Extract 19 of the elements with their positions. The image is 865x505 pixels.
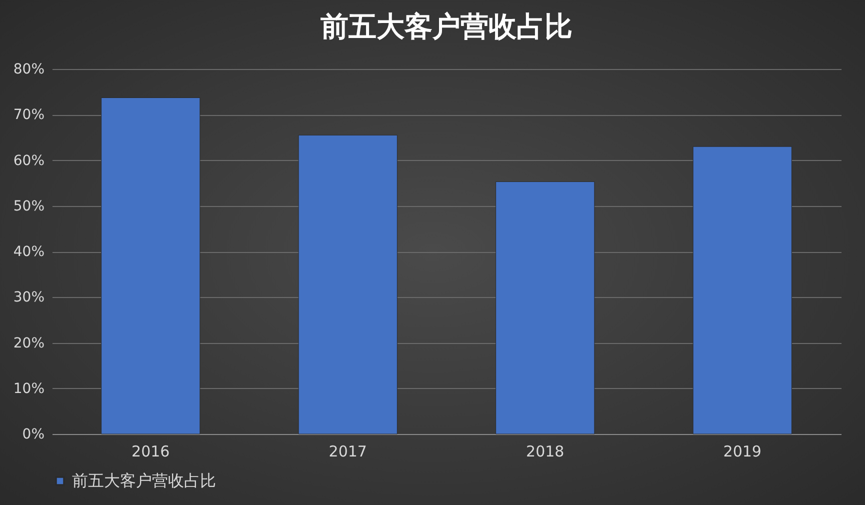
y-tick-label: 30% xyxy=(13,290,44,306)
bar xyxy=(101,97,200,434)
x-tick-label: 2017 xyxy=(328,442,367,460)
x-tick-label: 2016 xyxy=(132,442,170,460)
y-tick-label: 0% xyxy=(22,426,44,442)
y-tick-label: 80% xyxy=(13,62,44,78)
y-tick-label: 20% xyxy=(13,335,44,352)
y-tick-label: 40% xyxy=(13,244,44,260)
y-tick-label: 60% xyxy=(13,152,44,169)
y-tick-label: 50% xyxy=(13,198,44,214)
y-tick-label: 10% xyxy=(13,380,44,397)
x-tick-label: 2019 xyxy=(723,442,762,460)
chart-title: 前五大客户营收占比 xyxy=(320,10,572,43)
bar xyxy=(298,134,398,434)
x-tick-label: 2018 xyxy=(526,442,564,460)
bar xyxy=(692,146,792,434)
legend-label: 前五大客户营收占比 xyxy=(72,471,216,490)
bar xyxy=(496,181,595,434)
y-tick-label: 70% xyxy=(13,107,44,124)
